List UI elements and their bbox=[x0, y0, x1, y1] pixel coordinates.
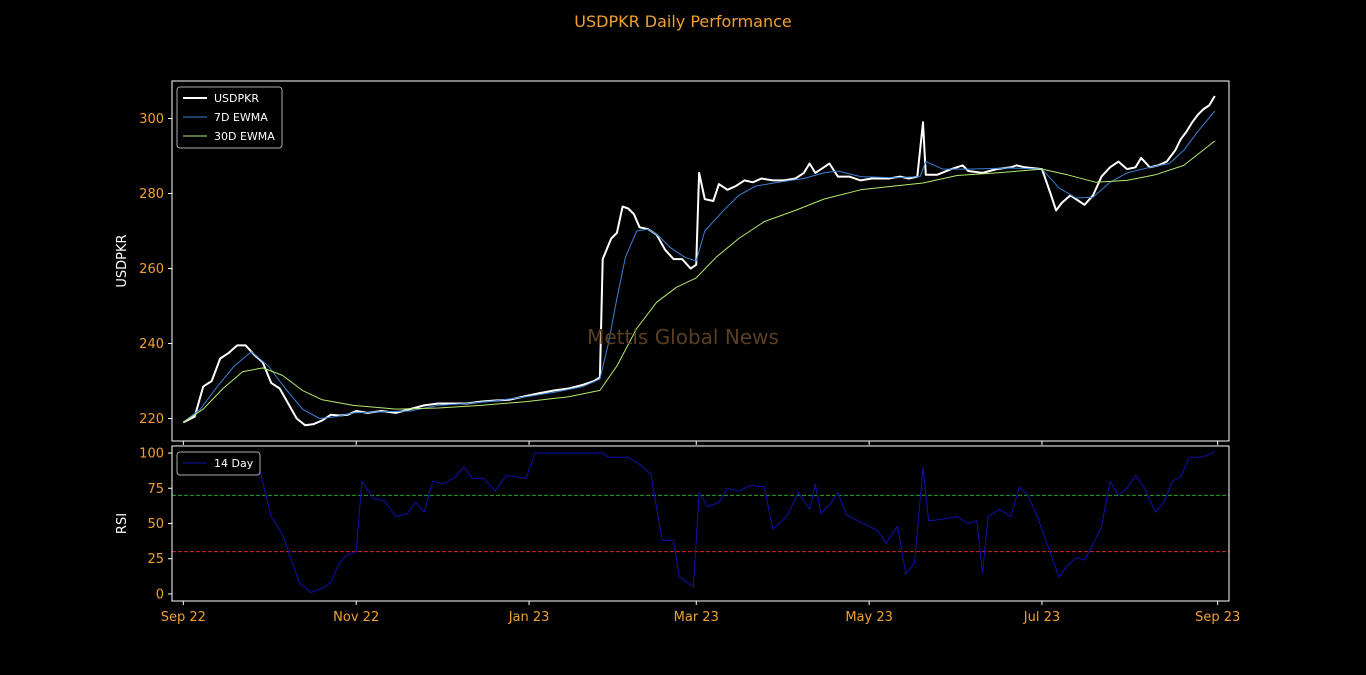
y-tick-label: 75 bbox=[147, 482, 164, 497]
x-axis: Sep 22 Nov 22 Jan 23 Mar 23 May 23 Jul 23 Sep … bbox=[161, 441, 1240, 625]
y-tick-label: 280 bbox=[139, 187, 164, 202]
x-tick-label: May 23 bbox=[845, 610, 893, 625]
chart-title: USDPKR Daily Performance bbox=[574, 12, 792, 31]
x-tick-label: Jan 23 bbox=[508, 610, 550, 625]
legend-label: 30D EWMA bbox=[214, 130, 275, 143]
x-tick-label: Mar 23 bbox=[674, 610, 719, 625]
y-tick-label: 300 bbox=[139, 112, 164, 127]
y-tick-label: 25 bbox=[147, 552, 164, 567]
y-tick-label: 240 bbox=[139, 337, 164, 352]
legend-label: USDPKR bbox=[214, 92, 259, 105]
y-tick-label: 0 bbox=[156, 587, 164, 602]
rsi-panel: 0 25 50 75 100 RSI 14 Day bbox=[115, 445, 1230, 602]
plot-frame bbox=[171, 445, 1230, 602]
x-tick-label: Jul 23 bbox=[1023, 610, 1060, 625]
series-line-14-day bbox=[237, 451, 1216, 593]
y-tick-label: 220 bbox=[139, 412, 164, 427]
y-axis-label: RSI bbox=[115, 513, 130, 534]
y-axis-label: USDPKR bbox=[115, 234, 130, 287]
series-line-30d-ewma bbox=[183, 140, 1216, 423]
watermark: Mettis Global News bbox=[587, 325, 779, 349]
plot-frame bbox=[171, 80, 1230, 442]
x-tick-label: Nov 22 bbox=[333, 610, 379, 625]
legend-label: 7D EWMA bbox=[214, 111, 268, 124]
y-tick-label: 50 bbox=[147, 517, 164, 532]
y-tick-label: 100 bbox=[139, 447, 164, 462]
series-line-7d-ewma bbox=[182, 110, 1216, 423]
y-tick-label: 260 bbox=[139, 262, 164, 277]
legend-label: 14 Day bbox=[214, 457, 254, 470]
x-tick-label: Sep 22 bbox=[161, 610, 206, 625]
legend: 14 Day bbox=[176, 451, 261, 476]
series-line-usdpkr bbox=[182, 95, 1216, 427]
price-panel: 220 240 260 280 300 USDPKR USDPKR 7D EWMA 30D EW… bbox=[115, 80, 1230, 442]
legend: USDPKR 7D EWMA 30D EWMA bbox=[176, 86, 283, 149]
x-tick-label: Sep 23 bbox=[1195, 610, 1240, 625]
legend-box bbox=[176, 451, 261, 476]
legend-box bbox=[176, 86, 283, 149]
